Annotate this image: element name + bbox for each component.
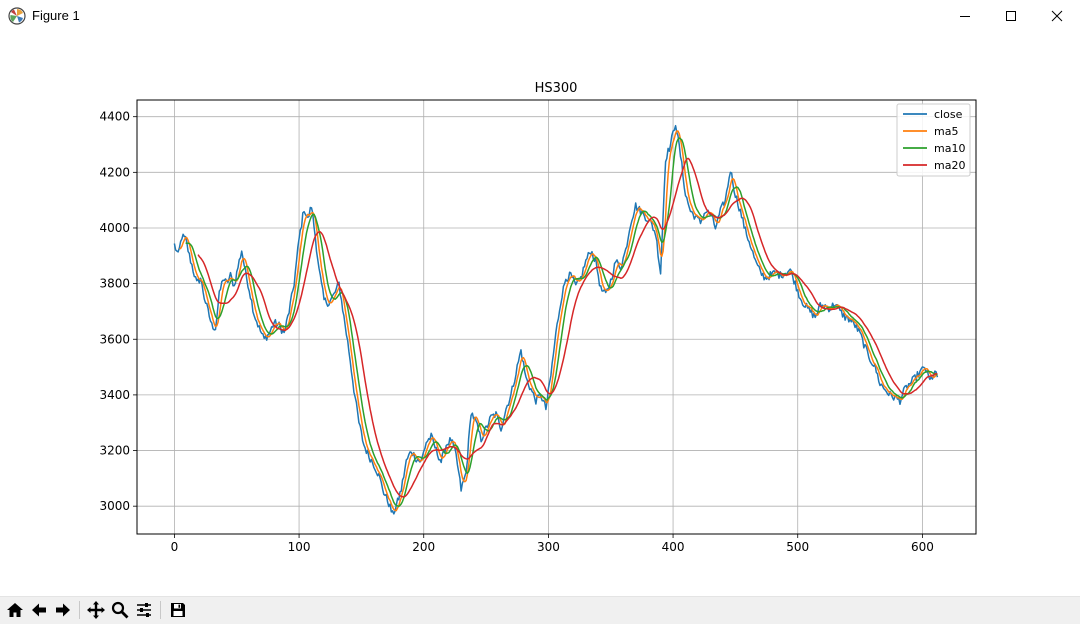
- configure-subplots-icon: [137, 603, 151, 617]
- save-button[interactable]: [167, 599, 189, 621]
- save-icon: [171, 603, 185, 617]
- minimize-button[interactable]: [942, 0, 988, 31]
- x-tick-label: 400: [662, 540, 685, 554]
- home-button[interactable]: [4, 599, 26, 621]
- y-tick-label: 3000: [99, 499, 130, 513]
- title-bar[interactable]: Figure 1: [0, 0, 1080, 31]
- y-axis: 3000 3200 3400 3600 3800 4000 4200 4400: [99, 110, 137, 513]
- figure-canvas[interactable]: HS300 0 100 200 300 400 500 600 3000 3200 3400 36…: [0, 31, 1080, 594]
- close-button[interactable]: [1034, 0, 1080, 31]
- grid-lines: [137, 100, 976, 534]
- series-line-ma5: [179, 130, 938, 512]
- y-tick-label: 3400: [99, 388, 130, 402]
- pan-icon: [87, 601, 105, 619]
- home-icon: [7, 603, 23, 617]
- matplotlib-icon: [8, 6, 26, 25]
- chart-title: HS300: [535, 81, 578, 96]
- legend-label-close: close: [934, 108, 963, 121]
- navigation-toolbar: [0, 596, 1080, 624]
- y-tick-label: 3600: [99, 332, 130, 346]
- close-icon: [1051, 10, 1063, 21]
- legend-box: [896, 103, 971, 177]
- y-tick-label: 3200: [99, 444, 130, 458]
- y-tick-label: 4200: [99, 165, 130, 179]
- configure-subplots-button[interactable]: [133, 599, 155, 621]
- toolbar-separator: [79, 601, 80, 619]
- x-tick-label: 0: [171, 540, 179, 554]
- maximize-icon: [1006, 10, 1016, 21]
- x-axis: 0 100 200 300 400 500 600: [171, 534, 934, 554]
- y-tick-label: 4400: [99, 110, 130, 124]
- forward-button[interactable]: [52, 599, 74, 621]
- toolbar-separator: [160, 601, 161, 619]
- axes-frame: [136, 99, 977, 535]
- minimize-icon: [960, 15, 970, 17]
- series-line-close: [173, 124, 939, 515]
- x-tick-label: 100: [288, 540, 311, 554]
- x-tick-label: 300: [537, 540, 560, 554]
- y-tick-label: 4000: [99, 221, 130, 235]
- y-tick-label: 3800: [99, 277, 130, 291]
- plot-area: [173, 124, 939, 515]
- x-tick-label: 600: [911, 540, 934, 554]
- zoom-button[interactable]: [109, 599, 131, 621]
- series-line-ma10: [185, 137, 938, 508]
- series-line-ma20: [197, 157, 938, 498]
- forward-arrow-icon: [56, 603, 70, 617]
- pan-button[interactable]: [85, 599, 107, 621]
- legend-label-ma5: ma5: [934, 125, 958, 138]
- zoom-icon: [111, 601, 129, 619]
- back-button[interactable]: [28, 599, 50, 621]
- legend: close ma5 ma10 ma20: [896, 103, 971, 177]
- x-tick-label: 200: [412, 540, 435, 554]
- legend-label-ma20: ma20: [934, 159, 965, 172]
- window-title: Figure 1: [32, 8, 80, 23]
- legend-label-ma10: ma10: [934, 142, 965, 155]
- x-tick-label: 500: [786, 540, 809, 554]
- back-arrow-icon: [32, 603, 46, 617]
- maximize-button[interactable]: [988, 0, 1034, 31]
